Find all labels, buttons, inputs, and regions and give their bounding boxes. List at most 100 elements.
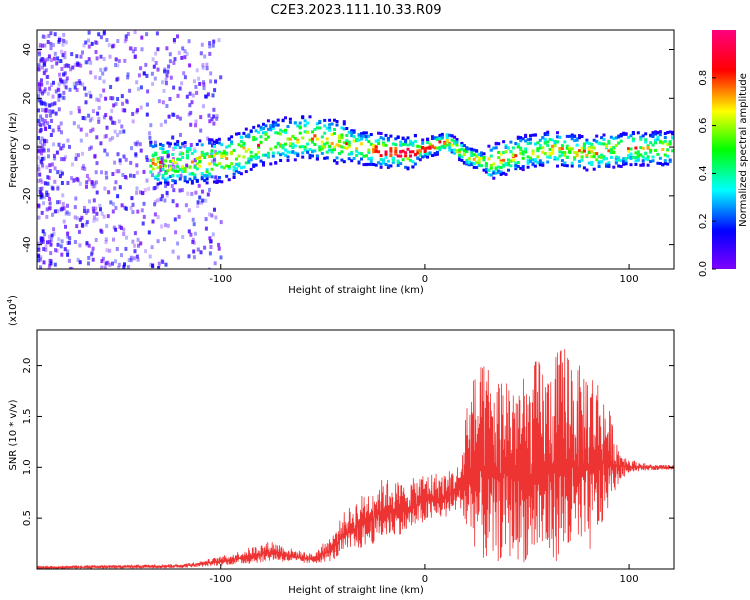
heatmap-cell	[42, 101, 46, 106]
heatmap-cell	[52, 43, 56, 48]
heatmap-cell	[74, 153, 78, 158]
colorbar-tick-label: 0.2	[698, 213, 709, 229]
heatmap-cell	[153, 212, 157, 217]
heatmap-cell	[529, 134, 532, 138]
heatmap-cell	[467, 147, 471, 151]
heatmap-cell	[563, 161, 567, 165]
heatmap-cell	[219, 220, 223, 225]
heatmap-cell	[50, 82, 54, 87]
heatmap-cell	[597, 161, 601, 165]
heatmap-cell	[570, 147, 574, 151]
heatmap-cell	[286, 150, 290, 154]
heatmap-cell	[39, 100, 42, 105]
heatmap-cell	[384, 152, 388, 156]
heatmap-cell	[135, 163, 139, 168]
heatmap-cell	[43, 35, 47, 39]
heatmap-cell	[230, 140, 234, 144]
heatmap-cell	[210, 151, 214, 155]
heatmap-cell	[656, 137, 660, 141]
heatmap-cell	[190, 152, 194, 155]
heatmap-cell	[84, 40, 88, 45]
heatmap-cell	[617, 164, 621, 168]
heatmap-cell	[281, 146, 285, 150]
heatmap-cell	[99, 207, 102, 212]
heatmap-cell	[95, 97, 99, 102]
heatmap-cell	[181, 170, 185, 174]
y-tick-label: 2.0	[22, 358, 33, 374]
heatmap-cell	[168, 175, 172, 178]
heatmap-cell	[592, 167, 596, 171]
heatmap-cell	[136, 140, 140, 145]
heatmap-cell	[52, 142, 56, 147]
heatmap-cell	[259, 125, 263, 129]
heatmap-cell	[166, 69, 170, 74]
heatmap-cell	[135, 254, 139, 259]
heatmap-cell	[54, 89, 58, 94]
heatmap-cell	[149, 140, 153, 144]
heatmap-cell	[156, 182, 160, 186]
heatmap-cell	[470, 147, 474, 151]
heatmap-cell	[77, 106, 81, 111]
heatmap-cell	[56, 200, 59, 205]
heatmap-cell	[48, 109, 52, 114]
heatmap-cell	[192, 222, 196, 227]
heatmap-cell	[271, 151, 275, 155]
heatmap-cell	[58, 72, 61, 77]
heatmap-cell	[189, 232, 193, 237]
heatmap-cell	[394, 143, 398, 147]
heatmap-cell	[166, 223, 170, 228]
heatmap-cell	[81, 116, 85, 120]
heatmap-cell	[171, 162, 175, 167]
heatmap-cell	[612, 150, 616, 154]
heatmap-cell	[198, 195, 202, 200]
heatmap-cell	[196, 247, 200, 252]
heatmap-cell	[426, 152, 430, 156]
heatmap-cell	[215, 163, 219, 167]
heatmap-cell	[40, 151, 43, 156]
heatmap-cell	[61, 80, 65, 85]
heatmap-cell	[45, 113, 49, 118]
heatmap-cell	[543, 141, 547, 145]
colorbar: 0.00.20.40.60.8 Normalized spectral ampl…	[698, 30, 749, 277]
heatmap-cell	[47, 267, 51, 269]
heatmap-cell	[323, 145, 327, 149]
heatmap-cell	[44, 102, 48, 107]
heatmap-cell	[570, 137, 574, 141]
heatmap-cell	[101, 256, 105, 261]
heatmap-cell	[609, 135, 613, 139]
heatmap-cell	[37, 164, 41, 169]
heatmap-cell	[188, 177, 192, 181]
heatmap-cell	[249, 150, 253, 154]
heatmap-cell	[52, 56, 56, 61]
heatmap-cell	[168, 97, 172, 101]
heatmap-cell	[529, 156, 532, 160]
heatmap-cell	[627, 147, 630, 151]
heatmap-cell	[318, 126, 322, 130]
heatmap-cell	[438, 146, 442, 150]
heatmap-cell	[644, 138, 648, 142]
heatmap-cell	[197, 76, 201, 81]
heatmap-cell	[198, 164, 202, 168]
heatmap-cell	[413, 139, 417, 143]
heatmap-cell	[210, 175, 214, 179]
heatmap-cell	[213, 158, 217, 163]
heatmap-cell	[217, 38, 221, 43]
heatmap-cell	[558, 150, 562, 154]
heatmap-cell	[103, 134, 107, 139]
heatmap-cell	[605, 164, 608, 168]
heatmap-cell	[58, 200, 62, 205]
y-tick-label: -20	[22, 188, 33, 204]
heatmap-cell	[118, 158, 122, 163]
heatmap-cell	[75, 81, 79, 86]
heatmap-cell	[480, 157, 483, 160]
heatmap-cell	[504, 144, 508, 148]
heatmap-cell	[150, 71, 154, 76]
heatmap-cell	[264, 132, 268, 136]
heatmap-cell	[98, 203, 102, 208]
heatmap-cell	[406, 147, 410, 151]
heatmap-cell	[514, 161, 518, 165]
heatmap-cell	[108, 54, 112, 59]
heatmap-cell	[72, 81, 76, 86]
heatmap-cell	[43, 139, 47, 144]
